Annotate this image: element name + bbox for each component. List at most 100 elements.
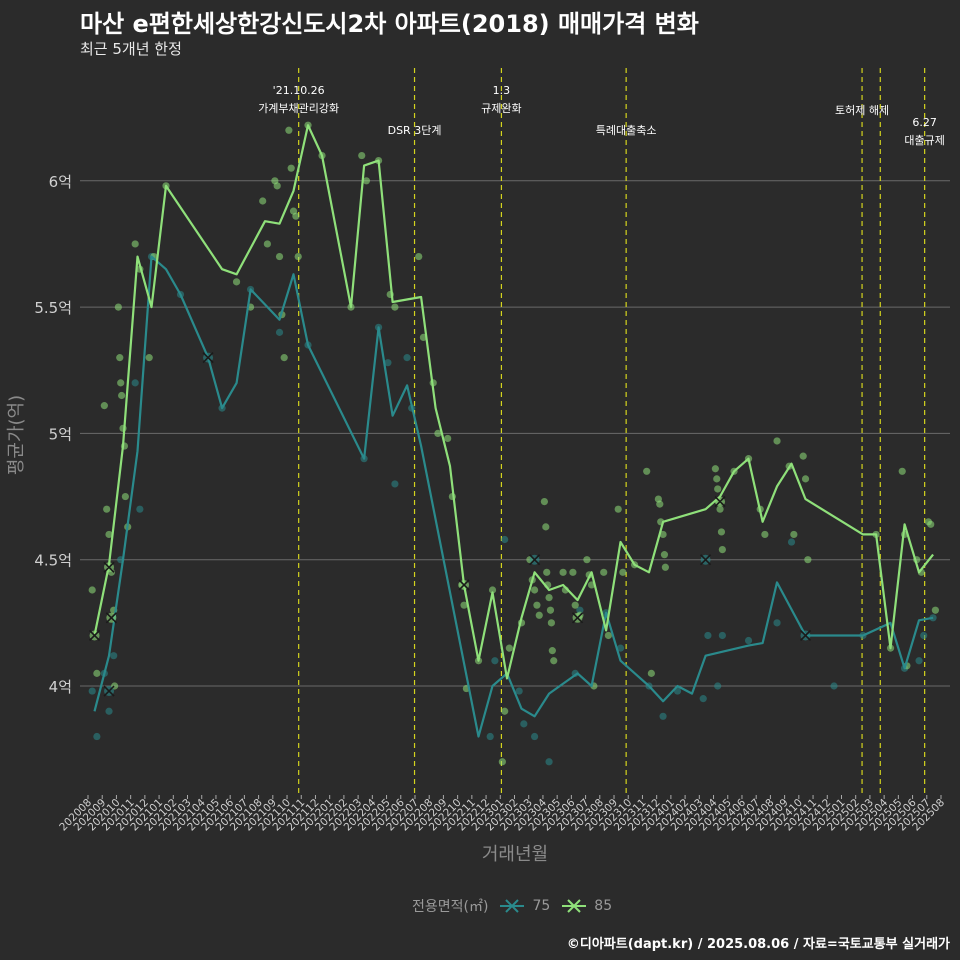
cross-marker-75 [202, 352, 214, 364]
data-point [117, 379, 125, 387]
data-point [116, 354, 124, 362]
cross-marker-stroke [458, 579, 470, 591]
data-point [717, 528, 726, 536]
data-point [661, 563, 669, 571]
data-point [131, 379, 139, 387]
policy-label: DSR 3단계 [388, 124, 442, 137]
cross-marker-75 [799, 629, 812, 642]
data-point [533, 601, 541, 609]
policy-label: 토허제 해제 [835, 103, 889, 117]
data-point [136, 505, 144, 513]
policy-label: '21.10.26 [273, 84, 325, 97]
cross-marker-stroke [571, 612, 584, 624]
policy-label: 규제완화 [481, 102, 521, 115]
data-point [498, 758, 506, 766]
policy-label: 6.27 [912, 116, 937, 129]
data-point [583, 556, 591, 564]
data-point [358, 151, 366, 160]
series-layer [88, 121, 939, 766]
y-tick-label: 4억 [49, 678, 72, 696]
data-point [699, 695, 707, 703]
legend-title: 전용면적(㎡) [412, 899, 489, 915]
data-point [403, 354, 411, 362]
data-point [505, 644, 513, 652]
data-point [545, 593, 553, 602]
data-point [491, 657, 499, 665]
data-point [391, 303, 399, 311]
cross-marker-85 [714, 496, 726, 508]
y-tick-label: 4.5억 [34, 552, 72, 570]
data-point [718, 545, 726, 554]
data-point [571, 601, 579, 609]
legend-swatch-85 [562, 899, 587, 913]
cross-marker-85 [571, 612, 584, 624]
legend-item-75: 75 [498, 898, 550, 914]
cross-marker-75 [529, 554, 541, 566]
cross-marker-stroke [202, 352, 214, 364]
data-point [898, 467, 906, 475]
policy-label: 대출규제 [904, 134, 944, 147]
data-point [114, 303, 122, 311]
data-point [559, 568, 567, 576]
data-point [616, 644, 625, 652]
y-tick-label: 5억 [49, 425, 72, 443]
data-point [619, 568, 627, 576]
data-point [110, 652, 118, 660]
series-line-85 [93, 124, 934, 680]
data-point [105, 707, 113, 715]
data-point [103, 505, 111, 513]
data-point [787, 538, 796, 546]
data-point [711, 465, 719, 473]
data-point [927, 520, 935, 528]
data-point [614, 505, 622, 513]
data-point [515, 687, 523, 695]
data-point [520, 720, 528, 728]
data-point [600, 568, 608, 576]
data-point [415, 252, 423, 261]
y-tick-label: 6억 [49, 173, 72, 191]
data-point [501, 707, 509, 715]
data-point [801, 475, 810, 483]
data-point [273, 182, 281, 190]
data-point [643, 467, 651, 475]
cross-marker-85 [88, 629, 101, 642]
data-point [659, 712, 667, 720]
data-point [460, 601, 468, 609]
data-point [391, 480, 399, 488]
policy-label: 특례대출축소 [596, 124, 657, 137]
data-point [488, 586, 497, 594]
data-point [545, 758, 553, 766]
legend-swatch-75 [500, 899, 525, 913]
data-point [530, 586, 539, 594]
data-point [444, 434, 452, 443]
data-point [569, 568, 577, 576]
cross-marker-75 [103, 685, 115, 697]
data-point [501, 535, 509, 544]
series-85 [88, 121, 939, 766]
series-line-75 [93, 255, 934, 738]
data-point [799, 452, 807, 460]
data-point [232, 278, 241, 286]
data-point [275, 328, 284, 336]
data-point [550, 657, 558, 665]
data-point [540, 498, 548, 506]
data-point [659, 530, 667, 539]
data-point [547, 619, 556, 627]
data-point [93, 732, 101, 741]
data-point [804, 556, 812, 564]
data-point [773, 437, 781, 445]
data-point [718, 631, 726, 640]
cross-marker-stroke [699, 554, 712, 566]
cross-marker-85 [103, 561, 115, 573]
data-point [93, 669, 101, 677]
source-caption: ©디아파트(dapt.kr) / 2025.08.06 / 자료=국토교통부 실… [566, 937, 950, 952]
data-point [105, 530, 113, 539]
data-point [542, 523, 550, 531]
y-tick-label: 5.5억 [34, 299, 72, 317]
data-point [546, 606, 555, 614]
legend-item-85: 85 [560, 898, 612, 914]
data-point [384, 359, 392, 367]
chart-subtitle: 최근 5개년 한정 [80, 40, 182, 58]
